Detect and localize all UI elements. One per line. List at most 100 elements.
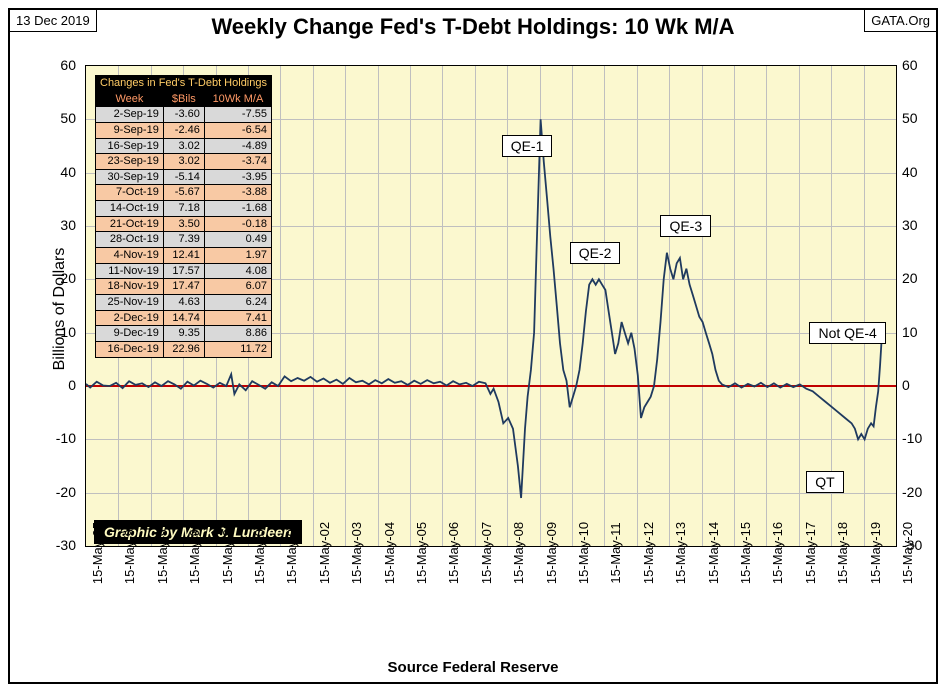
table-row: 2-Dec-1914.747.41 bbox=[96, 310, 272, 326]
xtick-label: 15-May-02 bbox=[317, 522, 332, 584]
table-row: 16-Sep-193.02-4.89 bbox=[96, 138, 272, 154]
chart-title: Weekly Change Fed's T-Debt Holdings: 10 … bbox=[10, 14, 936, 40]
table-cell: -7.55 bbox=[204, 107, 271, 123]
table-row: 7-Oct-19-5.67-3.88 bbox=[96, 185, 272, 201]
table-cell: 14.74 bbox=[163, 310, 204, 326]
table-cell: 12.41 bbox=[163, 248, 204, 264]
annotation-qt: QT bbox=[806, 471, 843, 493]
table-cell: -6.54 bbox=[204, 122, 271, 138]
table-row: 23-Sep-193.02-3.74 bbox=[96, 154, 272, 170]
ytick-right: 0 bbox=[902, 377, 942, 393]
table-cell: 1.97 bbox=[204, 248, 271, 264]
xtick-label: 15-May-03 bbox=[349, 522, 364, 584]
ytick-left: 0 bbox=[36, 377, 76, 393]
table-cell: -1.68 bbox=[204, 201, 271, 217]
table-row: 11-Nov-1917.574.08 bbox=[96, 263, 272, 279]
table-cell: 14-Oct-19 bbox=[96, 201, 164, 217]
table-row: 25-Nov-194.636.24 bbox=[96, 294, 272, 310]
xtick-label: 15-May-14 bbox=[706, 522, 721, 584]
table-cell: 9-Dec-19 bbox=[96, 326, 164, 342]
ytick-right: -10 bbox=[902, 430, 942, 446]
xtick-label: 15-May-10 bbox=[576, 522, 591, 584]
xtick-label: 15-May-00 bbox=[252, 522, 267, 584]
xtick-label: 15-May-15 bbox=[738, 522, 753, 584]
annotation-qe-2: QE-2 bbox=[570, 242, 621, 264]
ytick-left: -20 bbox=[36, 484, 76, 500]
table-col-header: Week bbox=[96, 91, 164, 107]
ytick-right: 60 bbox=[902, 57, 942, 73]
xtick-label: 15-May-08 bbox=[511, 522, 526, 584]
table-title: Changes in Fed's T-Debt Holdings bbox=[96, 76, 272, 92]
table-cell: 2-Sep-19 bbox=[96, 107, 164, 123]
ytick-left: 10 bbox=[36, 324, 76, 340]
table-cell: 16-Dec-19 bbox=[96, 341, 164, 357]
xtick-label: 15-May-17 bbox=[803, 522, 818, 584]
table-cell: 22.96 bbox=[163, 341, 204, 357]
table-cell: -0.18 bbox=[204, 216, 271, 232]
table-row: 2-Sep-19-3.60-7.55 bbox=[96, 107, 272, 123]
table-cell: 7.41 bbox=[204, 310, 271, 326]
table-cell: 23-Sep-19 bbox=[96, 154, 164, 170]
xtick-label: 15-May-19 bbox=[868, 522, 883, 584]
table-cell: 2-Dec-19 bbox=[96, 310, 164, 326]
xtick-label: 15-May-05 bbox=[414, 522, 429, 584]
table-cell: 11-Nov-19 bbox=[96, 263, 164, 279]
table-cell: -5.67 bbox=[163, 185, 204, 201]
table-cell: -3.74 bbox=[204, 154, 271, 170]
table-cell: 16-Sep-19 bbox=[96, 138, 164, 154]
table-cell: -3.95 bbox=[204, 169, 271, 185]
table-cell: 7.18 bbox=[163, 201, 204, 217]
table-col-header: $Bils bbox=[163, 91, 204, 107]
xtick-label: 15-May-06 bbox=[446, 522, 461, 584]
table-cell: 9.35 bbox=[163, 326, 204, 342]
table-cell: 9-Sep-19 bbox=[96, 122, 164, 138]
xaxis-label: Source Federal Reserve bbox=[10, 659, 936, 676]
table-row: 9-Sep-19-2.46-6.54 bbox=[96, 122, 272, 138]
table-row: 28-Oct-197.390.49 bbox=[96, 232, 272, 248]
table-row: 9-Dec-199.358.86 bbox=[96, 326, 272, 342]
table-cell: 6.07 bbox=[204, 279, 271, 295]
table-cell: 3.02 bbox=[163, 138, 204, 154]
table-cell: -3.60 bbox=[163, 107, 204, 123]
table-cell: -5.14 bbox=[163, 169, 204, 185]
annotation-not-qe-4: Not QE-4 bbox=[809, 322, 885, 344]
table-cell: 25-Nov-19 bbox=[96, 294, 164, 310]
table-row: 21-Oct-193.50-0.18 bbox=[96, 216, 272, 232]
table-cell: 3.50 bbox=[163, 216, 204, 232]
table-row: 4-Nov-1912.411.97 bbox=[96, 248, 272, 264]
table-row: 30-Sep-19-5.14-3.95 bbox=[96, 169, 272, 185]
table-cell: -4.89 bbox=[204, 138, 271, 154]
table-cell: 3.02 bbox=[163, 154, 204, 170]
ytick-right: 50 bbox=[902, 110, 942, 126]
ytick-right: 40 bbox=[902, 164, 942, 180]
table-cell: 21-Oct-19 bbox=[96, 216, 164, 232]
table-cell: 18-Nov-19 bbox=[96, 279, 164, 295]
xtick-label: 15-May-16 bbox=[770, 522, 785, 584]
table-row: 16-Dec-1922.9611.72 bbox=[96, 341, 272, 357]
xtick-label: 15-May-04 bbox=[382, 522, 397, 584]
xtick-label: 15-May-18 bbox=[835, 522, 850, 584]
xtick-label: 15-May-13 bbox=[673, 522, 688, 584]
xtick-label: 15-May-96 bbox=[122, 522, 137, 584]
table-cell: 11.72 bbox=[204, 341, 271, 357]
table-cell: 4.63 bbox=[163, 294, 204, 310]
ytick-left: -30 bbox=[36, 537, 76, 553]
table-row: 14-Oct-197.18-1.68 bbox=[96, 201, 272, 217]
table-cell: 4-Nov-19 bbox=[96, 248, 164, 264]
xtick-label: 15-May-98 bbox=[187, 522, 202, 584]
xtick-label: 15-May-09 bbox=[544, 522, 559, 584]
chart-frame: 13 Dec 2019 GATA.Org Weekly Change Fed's… bbox=[8, 8, 938, 684]
table-cell: 17.47 bbox=[163, 279, 204, 295]
ytick-right: -20 bbox=[902, 484, 942, 500]
ytick-right: 10 bbox=[902, 324, 942, 340]
table-cell: 17.57 bbox=[163, 263, 204, 279]
table-cell: -3.88 bbox=[204, 185, 271, 201]
ytick-left: 30 bbox=[36, 217, 76, 233]
table-row: 18-Nov-1917.476.07 bbox=[96, 279, 272, 295]
xtick-label: 15-May-11 bbox=[608, 522, 623, 583]
table-cell: 8.86 bbox=[204, 326, 271, 342]
table-cell: 4.08 bbox=[204, 263, 271, 279]
xtick-label: 15-May-99 bbox=[220, 522, 235, 584]
ytick-left: -10 bbox=[36, 430, 76, 446]
ytick-left: 20 bbox=[36, 270, 76, 286]
